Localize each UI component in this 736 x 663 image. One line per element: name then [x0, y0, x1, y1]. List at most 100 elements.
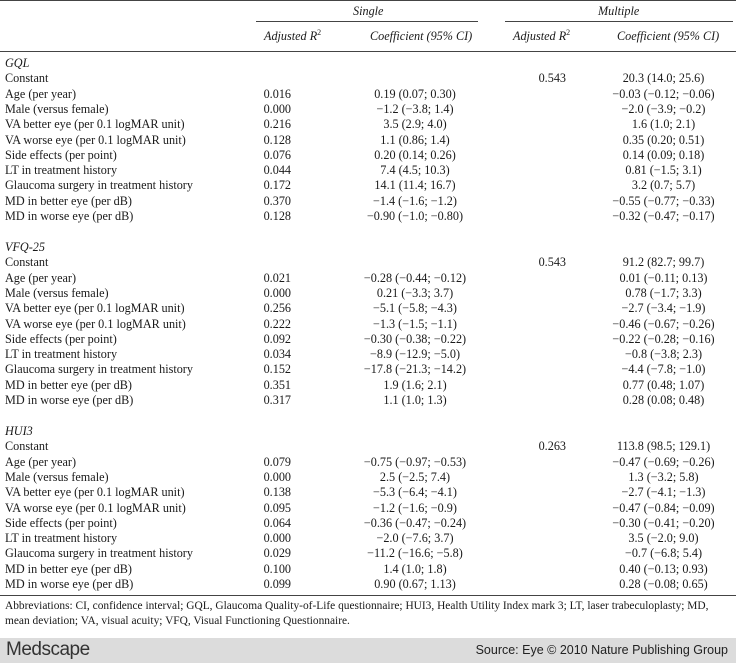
single-adj-r2: 0.317 [263, 393, 291, 407]
single-adj-r2: 0.128 [263, 132, 291, 147]
section-heading: VFQ-25 [0, 240, 736, 255]
single-adj-r2: 0.000 [263, 285, 291, 300]
multiple-coefficient: 0.01 (−0.11; 0.13) [619, 270, 708, 285]
section-name: GQL [5, 56, 30, 70]
row-label: Male (versus female) [5, 469, 109, 484]
row-label: Side effects (per point) [5, 331, 117, 346]
single-adj-r2: 0.021 [263, 270, 291, 285]
row-label: Male (versus female) [5, 101, 109, 116]
table-row: Constant 0.543 20.3 (14.0; 25.6) [0, 71, 736, 86]
table-row: VA worse eye (per 0.1 logMAR unit) 0.095 −… [0, 501, 736, 516]
table-row: Constant 0.543 91.2 (82.7; 99.7) [0, 255, 736, 270]
row-label: LT in treatment history [5, 163, 118, 178]
table-row: Male (versus female) 0.000 −1.2 (−3.8; 1.4… [0, 102, 736, 117]
source-credit: Source: Eye © 2010 Nature Publishing Gro… [475, 643, 728, 657]
row-label: Male (versus female) [5, 285, 109, 300]
multiple-coef-header: Coefficient (95% CI) [617, 29, 720, 43]
single-coef-header: Coefficient (95% CI) [370, 29, 473, 43]
multiple-coefficient: 3.5 (−2.0; 9.0) [628, 531, 699, 546]
multiple-coefficient: −0.7 (−6.8; 5.4) [624, 546, 703, 561]
row-label: VA better eye (per 0.1 logMAR unit) [5, 485, 185, 500]
multiple-coefficient: 0.81 (−1.5; 3.1) [625, 163, 702, 178]
row-label: Age (per year) [5, 270, 77, 285]
single-adj-r2: 0.128 [263, 209, 291, 223]
single-coefficient: 7.4 (4.5; 10.3) [380, 163, 450, 178]
single-coefficient: −1.4 (−1.6; −1.2) [373, 193, 457, 208]
single-adj-r2: 0.000 [263, 531, 291, 546]
table-row: MD in worse eye (per dB) 0.099 0.90 (0.67;… [0, 577, 736, 592]
table-row: VA worse eye (per 0.1 logMAR unit) 0.128 1… [0, 133, 736, 148]
section-name: HUI3 [5, 424, 33, 438]
single-adj-r2: 0.152 [263, 362, 291, 377]
section-heading: HUI3 [0, 424, 736, 439]
single-adj-r2: 0.095 [263, 500, 291, 515]
footer-bar: Medscape Source: Eye © 2010 Nature Publi… [0, 638, 736, 663]
multiple-coefficient: −4.4 (−7.8; −1.0) [621, 362, 706, 377]
table-row: Male (versus female) 0.000 0.21 (−3.3; 3.7… [0, 286, 736, 301]
table-footnote: Abbreviations: CI, confidence interval; … [5, 600, 709, 627]
table-row: VA better eye (per 0.1 logMAR unit) 0.216… [0, 117, 736, 132]
multiple-coefficient: −0.46 (−0.67; −0.26) [612, 316, 715, 331]
row-label: Age (per year) [5, 454, 77, 469]
header-bottom-rule [0, 51, 736, 52]
table-row: VA better eye (per 0.1 logMAR unit) 0.138… [0, 485, 736, 500]
table-top-rule [0, 0, 736, 1]
single-adj-r2: 0.016 [263, 86, 291, 101]
single-adj-r2: 0.138 [263, 485, 291, 500]
single-adj-r2: 0.256 [263, 301, 291, 316]
table-bottom-rule [0, 595, 736, 596]
table-row: MD in better eye (per dB) 0.370 −1.4 (−1.6… [0, 194, 736, 209]
table-row: LT in treatment history 0.034 −8.9 (−12.9;… [0, 347, 736, 362]
row-label: Side effects (per point) [5, 515, 117, 530]
single-coefficient: 0.20 (0.14; 0.26) [374, 147, 456, 162]
multiple-coefficient: −0.30 (−0.41; −0.20) [612, 515, 715, 530]
multiple-coefficient: −2.7 (−4.1; −1.3) [621, 485, 706, 500]
row-label: MD in worse eye (per dB) [5, 393, 134, 407]
multiple-coefficient: −0.22 (−0.28; −0.16) [612, 331, 715, 346]
single-coefficient: −2.0 (−7.6; 3.7) [376, 531, 454, 546]
row-label: MD in better eye (per dB) [5, 193, 132, 208]
multiple-coefficient: −2.7 (−3.4; −1.9) [621, 301, 706, 316]
section-heading: GQL [0, 56, 736, 71]
section-name: VFQ-25 [5, 240, 45, 254]
row-label: VA worse eye (per 0.1 logMAR unit) [5, 132, 186, 147]
single-coefficient: 2.5 (−2.5; 7.4) [379, 469, 451, 484]
single-coefficient: −0.90 (−1.0; −0.80) [366, 209, 464, 223]
single-adj-r2: 0.079 [263, 454, 291, 469]
table-row: Male (versus female) 0.000 2.5 (−2.5; 7.4)… [0, 470, 736, 485]
row-label: Constant [5, 71, 49, 86]
table-row: LT in treatment history 0.000 −2.0 (−7.6; … [0, 531, 736, 546]
table-row: VA worse eye (per 0.1 logMAR unit) 0.222 −… [0, 317, 736, 332]
single-adj-r2: 0.044 [263, 163, 291, 178]
medscape-logo: Medscape [6, 639, 90, 660]
single-coefficient: 1.4 (1.0; 1.8) [383, 561, 447, 576]
single-adj-r2: 0.099 [263, 577, 291, 591]
multiple-coefficient: −0.03 (−0.12; −0.06) [612, 86, 715, 101]
multiple-coefficient: 0.78 (−1.7; 3.3) [625, 285, 702, 300]
multiple-coefficient: 0.77 (0.48; 1.07) [622, 377, 705, 392]
multiple-group-rule [505, 21, 733, 22]
single-adj-r2: 0.029 [263, 546, 291, 561]
table-row: Age (per year) 0.021 −0.28 (−0.44; −0.12) 0… [0, 271, 736, 286]
table-row: Side effects (per point) 0.092 −0.30 (−0.3… [0, 332, 736, 347]
row-label: LT in treatment history [5, 347, 118, 362]
header-single: Single [353, 4, 384, 18]
single-coefficient: −5.3 (−6.4; −4.1) [373, 485, 457, 500]
table-row: Side effects (per point) 0.064 −0.36 (−0.4… [0, 516, 736, 531]
table-row: Glaucoma surgery in treatment history 0.0… [0, 546, 736, 561]
single-coefficient: −1.3 (−1.5; −1.1) [373, 316, 457, 331]
row-label: VA better eye (per 0.1 logMAR unit) [5, 301, 185, 316]
single-adj-r2-header: Adjusted R2 [264, 28, 322, 44]
row-label: MD in worse eye (per dB) [5, 209, 134, 223]
single-coefficient: 1.1 (0.86; 1.4) [380, 132, 450, 147]
row-label: MD in better eye (per dB) [5, 561, 132, 576]
single-coefficient: −17.8 (−21.3; −14.2) [363, 362, 467, 377]
table-row: MD in worse eye (per dB) 0.317 1.1 (1.0; 1… [0, 393, 736, 408]
multiple-coefficient: 0.40 (−0.13; 0.93) [619, 561, 708, 576]
single-coefficient: −1.2 (−3.8; 1.4) [376, 101, 454, 116]
single-adj-r2: 0.100 [263, 561, 291, 576]
single-adj-r2: 0.064 [263, 515, 291, 530]
header-multiple: Multiple [598, 4, 640, 18]
single-coefficient: −1.2 (−1.6; −0.9) [373, 500, 457, 515]
row-label: VA better eye (per 0.1 logMAR unit) [5, 117, 185, 132]
